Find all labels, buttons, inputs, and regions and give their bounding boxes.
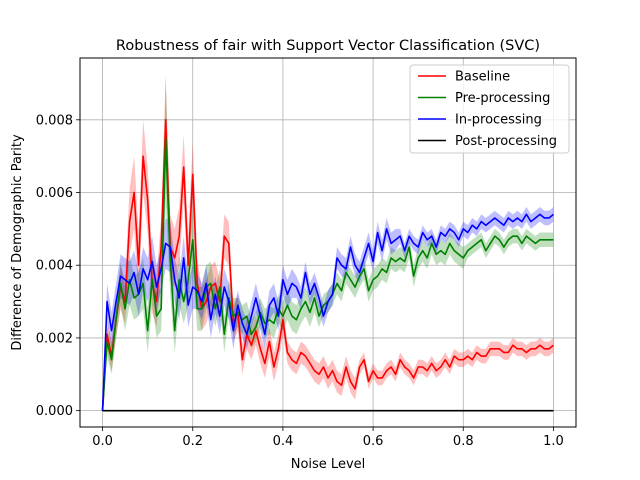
y-tick-label: 0.000 (36, 404, 73, 419)
x-tick-label: 0.2 (182, 434, 203, 449)
legend-label-post-processing: Post-processing (455, 134, 557, 149)
legend-box (409, 64, 570, 154)
x-tick-label: 0.8 (453, 434, 474, 449)
y-tick-label: 0.008 (36, 113, 73, 128)
series-lines (101, 119, 554, 412)
x-tick-label: 0.6 (363, 434, 384, 449)
in-processing-line (101, 213, 554, 411)
x-axis-label: Noise Level (291, 457, 366, 472)
y-tick-label: 0.006 (36, 186, 73, 201)
legend: Baseline Pre-processing In-processing Post-… (409, 64, 570, 154)
x-tick-label: 0.0 (92, 434, 113, 449)
baseline-line (101, 119, 554, 411)
x-tick-label: 0.4 (273, 434, 294, 449)
legend-label-in-processing: In-processing (455, 113, 542, 128)
y-axis-label: Difference of Demographic Parity (10, 134, 25, 351)
y-axis-ticks: 0.000 0.002 0.004 0.006 0.008 (36, 113, 80, 419)
plot-frame (79, 57, 577, 428)
legend-label-pre-processing: Pre-processing (455, 91, 550, 106)
chart-title: Robustness of fair with Support Vector C… (116, 38, 540, 54)
legend-label-baseline: Baseline (455, 70, 510, 85)
in-processing-band (102, 207, 554, 411)
y-tick-label: 0.004 (36, 259, 73, 274)
x-axis-ticks: 0.0 0.2 0.4 0.6 0.8 1.0 (92, 427, 564, 449)
y-tick-label: 0.002 (36, 331, 73, 346)
x-tick-label: 1.0 (543, 434, 564, 449)
